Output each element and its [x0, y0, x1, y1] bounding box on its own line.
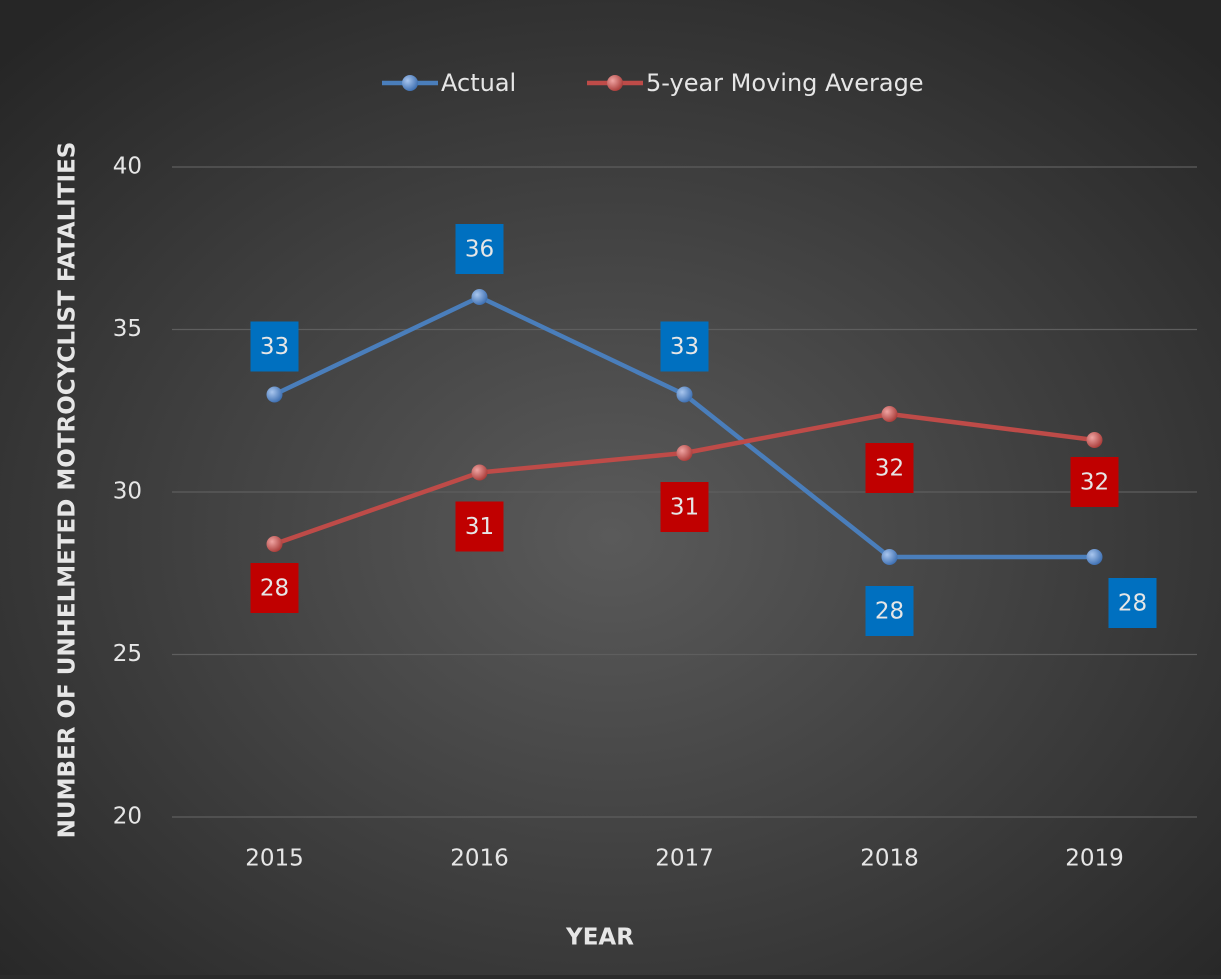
marker [881, 549, 898, 565]
x-tick-label: 2015 [245, 846, 304, 872]
marker [266, 386, 283, 403]
marker [266, 536, 283, 552]
label-box [250, 563, 299, 613]
x-axis-title: YEAR [565, 925, 634, 951]
label-box [455, 224, 504, 274]
marker [676, 386, 693, 403]
x-tick-label: 2017 [655, 846, 714, 872]
data-label: 36 [465, 237, 494, 263]
label-box [1070, 457, 1119, 507]
legend-marker [402, 75, 418, 91]
label-box [865, 586, 914, 636]
data-label: 33 [670, 334, 699, 360]
marker [1086, 432, 1103, 448]
data-label: 28 [1118, 591, 1147, 617]
label-box [250, 321, 299, 372]
data-label: 28 [260, 576, 289, 602]
marker [1086, 549, 1103, 565]
y-tick-label: 20 [113, 804, 142, 830]
y-tick-label: 30 [113, 479, 142, 505]
marker [471, 289, 488, 305]
marker [676, 445, 693, 461]
x-tick-label: 2018 [860, 846, 919, 872]
label-box [455, 501, 504, 552]
marker [471, 464, 488, 481]
data-label: 28 [875, 599, 904, 625]
data-label: 32 [875, 456, 904, 482]
label-box [865, 443, 914, 493]
legend-label: Actual [441, 69, 516, 97]
legend-marker [607, 75, 623, 91]
label-box [660, 321, 709, 372]
y-tick-label: 40 [113, 154, 142, 180]
data-label: 31 [465, 514, 494, 540]
label-box [1108, 578, 1157, 628]
data-label: 31 [670, 495, 699, 521]
x-tick-label: 2016 [450, 846, 509, 872]
data-label: 32 [1080, 470, 1109, 496]
data-label: 33 [260, 334, 289, 360]
y-tick-label: 35 [113, 316, 142, 342]
legend-label: 5-year Moving Average [646, 69, 924, 97]
x-tick-label: 2019 [1065, 846, 1124, 872]
y-tick-label: 25 [113, 641, 142, 667]
label-box [660, 482, 709, 532]
marker [881, 406, 898, 422]
y-axis-title: NUMBER OF UNHELMETED MOTROCYCLIST FATALI… [55, 142, 81, 839]
